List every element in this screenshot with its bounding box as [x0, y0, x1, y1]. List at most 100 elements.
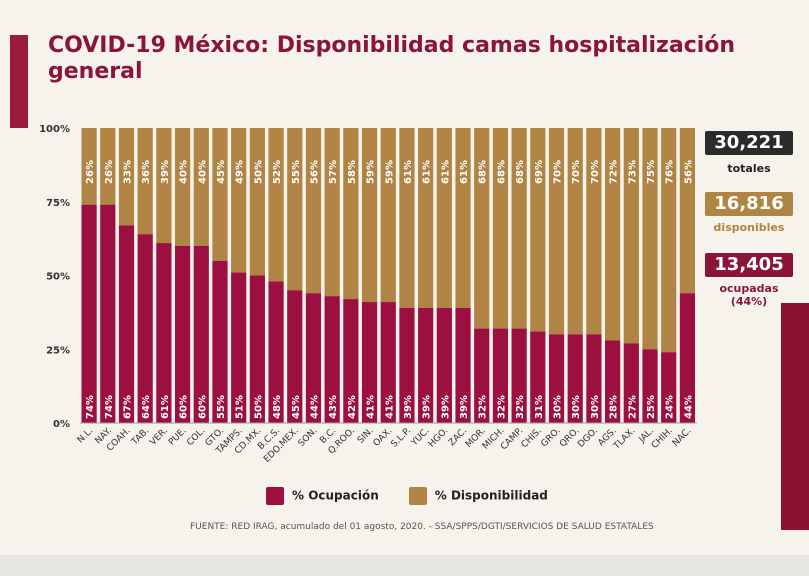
- data-label-occupied: 74%: [104, 395, 115, 419]
- data-label-occupied: 39%: [440, 395, 451, 419]
- x-tick-label: VER.: [148, 426, 170, 448]
- bar-occupied: [418, 307, 434, 423]
- bar-occupied: [661, 352, 677, 423]
- bar-occupied: [305, 293, 322, 423]
- data-label-occupied: 44%: [683, 395, 694, 419]
- data-label-occupied: 41%: [384, 395, 395, 419]
- data-label-available: 52%: [272, 160, 283, 184]
- data-label-occupied: 50%: [253, 395, 264, 419]
- data-label-available: 33%: [122, 160, 133, 184]
- bar-available: [548, 128, 565, 335]
- data-label-available: 26%: [85, 160, 96, 184]
- data-label-available: 68%: [478, 160, 489, 184]
- bottom-band: [0, 555, 809, 576]
- bar-available: [100, 128, 116, 205]
- bar-available: [118, 128, 135, 226]
- bar-occupied: [324, 296, 340, 423]
- bar-occupied: [474, 328, 490, 423]
- bar-occupied: [249, 275, 265, 423]
- bar-occupied: [174, 246, 191, 423]
- y-tick-label: 75%: [46, 198, 70, 209]
- data-label-available: 68%: [515, 160, 526, 184]
- bar-available: [623, 128, 639, 344]
- data-label-occupied: 55%: [216, 395, 227, 419]
- bar-occupied: [623, 343, 639, 423]
- legend-item-available: % Disponibilidad: [408, 487, 548, 505]
- bar-available: [605, 128, 621, 341]
- data-label-available: 45%: [216, 160, 227, 184]
- bar-occupied: [511, 328, 527, 423]
- data-label-available: 72%: [609, 160, 620, 184]
- x-tick-label: CHIH.: [650, 426, 675, 451]
- x-tick-label: QRO.: [558, 426, 581, 449]
- data-label-available: 56%: [683, 160, 694, 184]
- bar-occupied: [586, 334, 602, 423]
- bar-available: [156, 128, 172, 244]
- bar-occupied: [492, 328, 509, 423]
- data-label-occupied: 41%: [366, 395, 377, 419]
- bar-occupied: [679, 293, 695, 423]
- bar-available: [679, 128, 695, 294]
- data-label-available: 55%: [291, 160, 302, 184]
- y-tick-label: 100%: [39, 124, 70, 135]
- bar-occupied: [118, 225, 135, 423]
- data-label-available: 50%: [253, 160, 264, 184]
- x-tick-label: YUC.: [409, 426, 432, 449]
- bar-available: [586, 128, 602, 335]
- page-title: COVID-19 México: Disponibilidad camas ho…: [48, 33, 736, 84]
- data-label-available: 75%: [646, 160, 657, 184]
- bar-available: [324, 128, 340, 297]
- bar-available: [567, 128, 583, 335]
- bar-occupied: [156, 243, 172, 423]
- bar-available: [81, 128, 97, 205]
- x-tick-label: TAB.: [129, 426, 151, 448]
- data-label-occupied: 60%: [197, 395, 208, 419]
- bar-occupied: [361, 302, 378, 423]
- x-tick-label: HGO.: [427, 426, 451, 450]
- bar-available: [361, 128, 378, 303]
- bar-occupied: [567, 334, 583, 423]
- data-label-occupied: 43%: [328, 395, 339, 419]
- data-label-available: 70%: [571, 160, 582, 184]
- x-tick-label: DGO.: [576, 426, 600, 450]
- bar-occupied: [231, 272, 247, 423]
- bar-occupied: [642, 349, 658, 423]
- bar-available: [174, 128, 191, 246]
- data-label-available: 61%: [459, 160, 470, 184]
- bar-available: [231, 128, 247, 273]
- bar-available: [399, 128, 415, 308]
- bar-available: [287, 128, 303, 291]
- bar-occupied: [268, 281, 284, 423]
- data-label-occupied: 24%: [665, 395, 676, 419]
- data-label-available: 58%: [347, 160, 358, 184]
- bar-available: [530, 128, 546, 332]
- accent-bar-left: [10, 35, 28, 128]
- data-label-available: 40%: [197, 160, 208, 184]
- data-label-available: 68%: [496, 160, 507, 184]
- bar-occupied: [193, 246, 209, 423]
- data-label-available: 56%: [309, 160, 320, 184]
- occupied-beds-value: 13,405: [705, 253, 793, 277]
- legend-label-available: % Disponibilidad: [434, 488, 548, 503]
- accent-bar-right: [781, 303, 809, 530]
- bar-available: [343, 128, 359, 300]
- data-label-available: 76%: [665, 160, 676, 184]
- data-label-available: 26%: [104, 160, 115, 184]
- data-label-occupied: 25%: [646, 395, 657, 419]
- bar-available: [249, 128, 265, 276]
- data-label-occupied: 39%: [422, 395, 433, 419]
- data-label-available: 59%: [384, 160, 395, 184]
- data-label-available: 49%: [235, 160, 246, 184]
- bar-occupied: [436, 307, 452, 423]
- x-tick-label: N.L.: [76, 426, 95, 445]
- total-beds-label: totales: [727, 162, 771, 175]
- bar-available: [455, 128, 471, 308]
- bar-available: [492, 128, 509, 329]
- occupied-beds-label: ocupadas (44%): [719, 282, 779, 308]
- data-label-occupied: 30%: [590, 395, 601, 419]
- data-label-occupied: 48%: [272, 395, 283, 419]
- bar-available: [268, 128, 284, 282]
- bar-occupied: [605, 340, 621, 423]
- bar-occupied: [81, 204, 97, 423]
